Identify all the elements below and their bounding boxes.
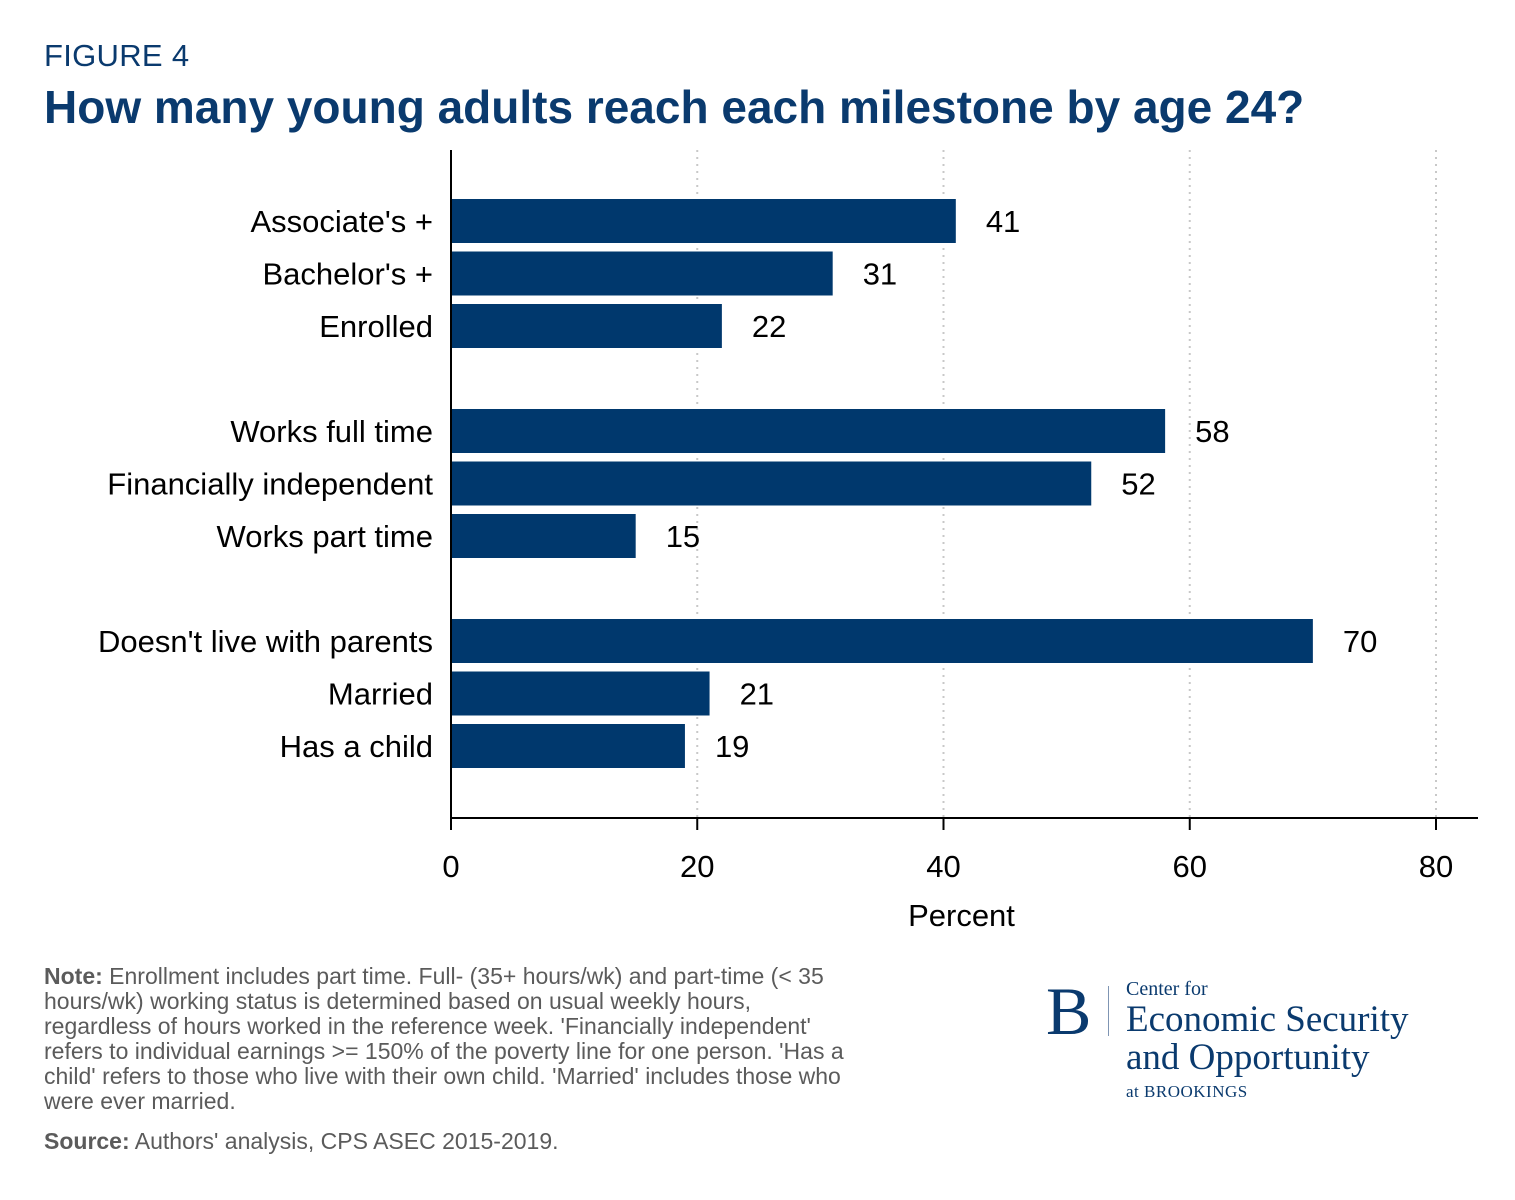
figure-label: FIGURE 4 bbox=[44, 38, 190, 73]
logo-line-4: at BROOKINGS bbox=[1126, 1082, 1248, 1101]
data-label: 41 bbox=[986, 204, 1020, 239]
category-label: Works full time bbox=[230, 414, 433, 449]
x-tick-label: 0 bbox=[442, 849, 459, 884]
bar-chart: Associate's + 41 Bachelor's + 31 Enrolled 22 W… bbox=[98, 150, 1478, 933]
note-label: Note: bbox=[44, 963, 103, 989]
data-label: 70 bbox=[1343, 624, 1377, 659]
category-label: Associate's + bbox=[250, 204, 433, 239]
source-text: Authors' analysis, CPS ASEC 2015-2019. bbox=[129, 1128, 559, 1154]
bar bbox=[451, 724, 685, 768]
chart-title: How many young adults reach each milesto… bbox=[44, 81, 1305, 133]
note-text: Enrollment includes part time. Full- (35… bbox=[44, 963, 844, 1114]
logo-divider bbox=[1108, 986, 1109, 1036]
bar bbox=[451, 409, 1166, 453]
x-tick-label: 80 bbox=[1419, 849, 1453, 884]
bar bbox=[451, 619, 1313, 663]
data-label: 22 bbox=[752, 309, 786, 344]
bar bbox=[451, 304, 722, 348]
source-label: Source: bbox=[44, 1128, 130, 1154]
bar bbox=[451, 251, 833, 296]
data-label: 19 bbox=[715, 729, 749, 764]
logo-line-1: Center for bbox=[1126, 978, 1208, 1000]
bar bbox=[451, 199, 956, 243]
note: Note: Enrollment includes part time. Ful… bbox=[44, 964, 844, 1114]
data-label: 15 bbox=[666, 519, 700, 554]
x-axis-label: Percent bbox=[908, 898, 1015, 933]
data-label: 58 bbox=[1195, 414, 1229, 449]
logo-line-2: Economic Security bbox=[1126, 999, 1409, 1040]
bar bbox=[451, 514, 636, 558]
category-label: Works part time bbox=[217, 519, 433, 554]
data-label: 52 bbox=[1121, 467, 1155, 502]
x-tick-label: 20 bbox=[680, 849, 714, 884]
category-label: Bachelor's + bbox=[263, 257, 434, 292]
category-label: Doesn't live with parents bbox=[98, 624, 433, 659]
data-label: 21 bbox=[740, 677, 774, 712]
bar bbox=[451, 461, 1092, 506]
source: Source: Authors' analysis, CPS ASEC 2015… bbox=[44, 1128, 559, 1155]
brookings-logo: B Center for Economic Security and Oppor… bbox=[1046, 973, 1476, 1108]
category-label: Enrolled bbox=[319, 309, 433, 344]
logo-line-3: and Opportunity bbox=[1126, 1037, 1370, 1078]
data-label: 31 bbox=[863, 257, 897, 292]
category-label: Financially independent bbox=[107, 467, 433, 502]
category-label: Has a child bbox=[280, 729, 433, 764]
x-tick-label: 60 bbox=[1173, 849, 1207, 884]
logo-letter: B bbox=[1046, 973, 1092, 1049]
bar bbox=[451, 671, 710, 716]
category-label: Married bbox=[328, 677, 433, 712]
x-tick-label: 40 bbox=[926, 849, 960, 884]
